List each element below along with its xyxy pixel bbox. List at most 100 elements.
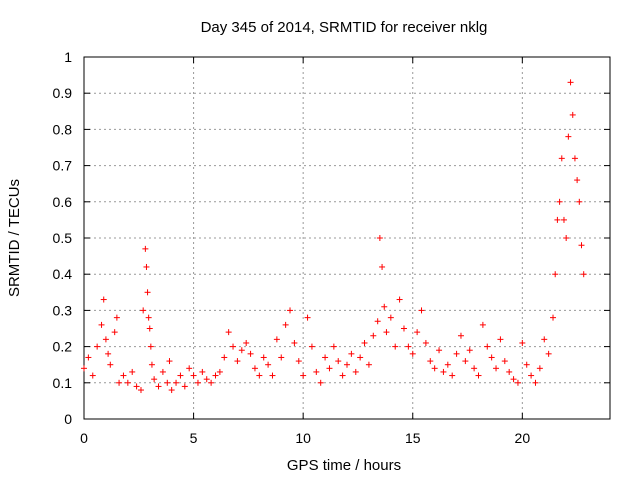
data-point [574,177,581,184]
data-point [444,361,451,368]
x-tick-label: 0 [80,430,88,446]
data-point [166,358,173,365]
data-point [199,368,206,375]
data-point [414,329,421,336]
y-tick-label: 0.7 [53,158,73,174]
data-point [144,289,151,296]
data-point [578,242,585,249]
data-point [116,379,123,386]
axis-ticks [83,56,610,420]
data-point [552,271,559,278]
data-point [541,336,548,343]
data-point [409,350,416,357]
y-tick-label: 0.8 [53,121,73,137]
data-point [400,325,407,332]
data-point [113,314,120,321]
data-point [251,365,258,372]
data-point [471,365,478,372]
data-point [449,372,456,379]
y-tick-label: 0.4 [53,266,73,282]
data-point [554,216,561,223]
data-point [376,235,383,241]
data-point [142,245,149,252]
data-point [269,372,276,379]
data-point [173,379,180,386]
data-point [164,379,171,386]
data-point [102,336,109,343]
data-point [85,354,92,361]
data-point [168,387,175,394]
data-point [145,314,152,321]
data-point [361,339,368,346]
data-point [238,347,245,354]
data-point [146,325,153,332]
grid-lines [84,57,610,419]
y-tick-label: 0.3 [53,302,73,318]
data-point [225,329,232,336]
data-point [147,343,154,350]
data-point [436,347,443,354]
data-point [580,271,587,278]
data-point [396,296,403,303]
data-point [137,387,144,394]
data-point [287,307,294,314]
data-point [190,372,197,379]
x-tick-label: 15 [405,430,421,446]
data-point [322,354,329,361]
y-tick-label: 0.1 [53,375,73,391]
data-point [567,79,574,86]
y-tick-label: 0.9 [53,85,73,101]
x-axis-label: GPS time / hours [287,457,401,474]
data-point [120,372,127,379]
data-point [247,350,254,357]
data-point [387,314,394,321]
data-point [493,365,500,372]
data-point [514,379,521,386]
data-point [357,354,364,361]
y-axis-label: SRMTID / TECUs [6,179,23,297]
data-point [177,372,184,379]
data-point [94,343,101,350]
data-point [462,358,469,365]
data-point [273,336,280,343]
data-point [466,347,473,354]
data-point [374,318,381,325]
data-point [260,354,267,361]
data-point [105,350,112,357]
data-point [381,303,388,310]
data-point [295,358,302,365]
data-point [203,376,210,383]
data-point [344,361,350,368]
data-point [497,336,504,343]
data-point [422,339,429,346]
data-point [317,379,324,386]
data-point [330,343,337,350]
data-point [98,321,105,328]
data-point [181,383,188,390]
data-point [550,314,557,321]
data-point [89,372,96,379]
data-point [484,343,491,350]
data-point [186,365,193,372]
data-point [348,350,355,357]
y-tick-label: 0 [64,411,72,427]
x-axis-tick-labels: 0 5 10 15 20 [80,430,530,446]
data-point [383,329,390,336]
data-point [427,358,434,365]
data-point [326,365,333,372]
data-point [571,155,578,162]
data-point [488,354,495,361]
data-point [291,339,298,346]
data-point [159,368,166,375]
data-point [216,368,223,375]
data-point [148,361,155,368]
data-point [282,321,289,328]
data-point [140,307,147,314]
data-point [370,332,377,339]
data-point [510,376,517,383]
data-point [523,361,530,368]
y-tick-label: 0.2 [53,339,73,355]
x-tick-label: 10 [295,430,311,446]
data-point [506,368,513,375]
data-point [155,383,162,390]
